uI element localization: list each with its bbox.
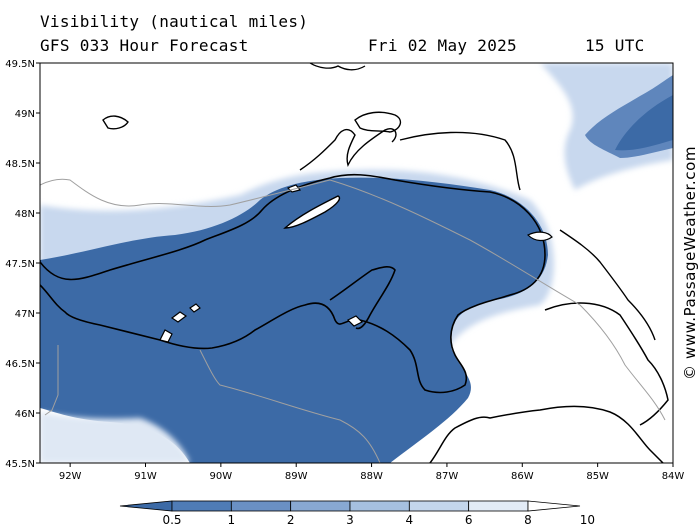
colorbar-low-tip [119,500,173,512]
lon-label: 84W [662,471,685,482]
lat-label: 48N [15,209,35,220]
lat-label: 49N [15,109,35,120]
keweenaw-peninsula [329,266,396,330]
lat-label: 45.5N [5,459,35,470]
lake-michigan-coastline [429,405,664,463]
north-shore-east [399,131,521,191]
lon-label: 85W [586,471,609,482]
lake-huron-coastline [544,302,669,426]
visibility-sw-patch [40,412,190,463]
visibility-field [40,63,673,463]
lon-label: 92W [59,471,82,482]
lat-label: 47N [15,309,35,320]
colorbar-label: 8 [524,513,532,525]
nipigon-coast [299,128,397,171]
visibility-ne-core [615,95,673,151]
lat-label: 47.5N [5,259,35,270]
colorbar-segment [290,500,351,512]
whitefish-bay [559,229,656,341]
colorbar-segment [468,500,529,512]
lake-superior-coastline [40,173,546,394]
lon-label: 86W [511,471,534,482]
colorbar-high-tip [527,500,581,512]
michipicoten-island [526,231,553,242]
international-border [40,178,666,421]
map-title: Visibility (nautical miles) [40,12,309,31]
lon-label: 88W [360,471,383,482]
apostle-islands [159,303,201,343]
colorbar-label: 0.5 [162,513,181,525]
lon-label: 90W [210,471,233,482]
lake-nipigon [354,111,402,133]
lake-nw [102,115,129,130]
colorbar-label: 3 [346,513,354,525]
colorbar-label: 6 [465,513,473,525]
top-coastline [309,63,366,71]
state-border [44,345,381,463]
visibility-core [40,177,548,463]
colorbar-label: 1 [228,513,236,525]
forecast-date: Fri 02 May 2025 [368,36,517,55]
longitude-axis: 92W 91W 90W 89W 88W 87W 86W 85W 84W [59,463,685,482]
lat-label: 46N [15,409,35,420]
colorbar-segment [408,500,470,512]
isle-royale [283,195,341,229]
lon-label: 91W [134,471,157,482]
forecast-model: GFS 033 Hour Forecast [40,36,249,55]
colorbar-label: 10 [580,513,595,525]
credit-text: © www.PassageWeather.com [681,145,699,380]
colorbar-label: 4 [406,513,414,525]
lon-label: 89W [285,471,308,482]
forecast-time: 15 UTC [585,36,645,55]
colorbar-segment [230,500,292,512]
colorbar: 0.5 1 2 3 4 6 8 10 [119,500,595,525]
colorbar-segment [171,500,232,512]
lat-label: 46.5N [5,359,35,370]
colorbar-label: 2 [287,513,295,525]
grand-island [346,315,364,327]
lon-label: 87W [436,471,459,482]
colorbar-segment [349,500,410,512]
lat-label: 49.5N [5,59,35,70]
latitude-axis: 49.5N 49N 48.5N 48N 47.5N 47N 46.5N 46N 45.5N [5,59,40,470]
lat-label: 48.5N [5,159,35,170]
